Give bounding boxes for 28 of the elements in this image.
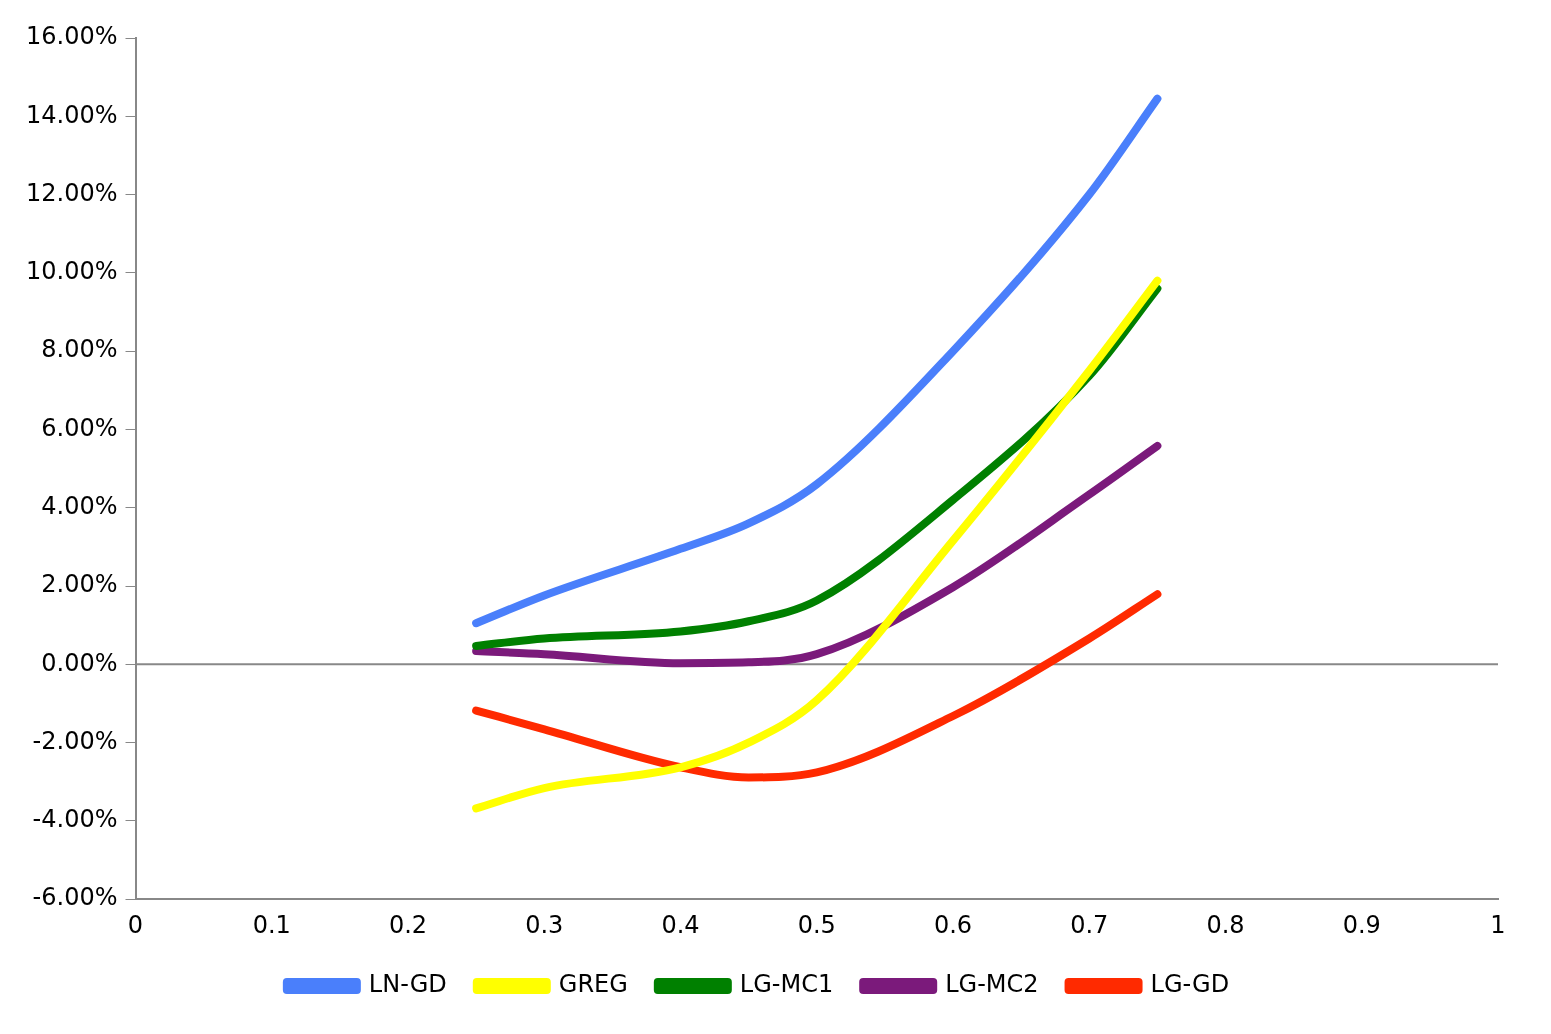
y-tick-label: 4.00%	[41, 491, 118, 520]
legend-label: LG-MC1	[739, 970, 834, 999]
x-tick-label: 1	[1490, 910, 1506, 939]
legend-label: LN-GD	[368, 970, 447, 999]
x-tick-label: 0.9	[1342, 910, 1381, 939]
y-tick-label: 6.00%	[41, 413, 118, 442]
x-tick-label: 0	[127, 910, 144, 939]
legend-label: LG-GD	[1150, 970, 1230, 999]
y-tick-label: 0.00%	[41, 648, 118, 677]
y-tick-label: 2.00%	[41, 570, 118, 599]
y-tick-label: 16.00%	[26, 22, 118, 51]
x-tick-label: 0.2	[388, 910, 428, 939]
x-tick-label: 0.5	[797, 910, 836, 939]
y-tick-label: -6.00%	[32, 883, 118, 912]
x-tick-label: 0.4	[661, 910, 700, 939]
y-tick-label: -2.00%	[32, 726, 118, 755]
legend-label: GREG	[558, 970, 628, 999]
y-tick-label: -4.00%	[32, 805, 118, 834]
x-tick-label: 0.7	[1070, 910, 1109, 939]
x-tick-label: 0.8	[1206, 910, 1245, 939]
x-tick-label: 0.1	[252, 910, 291, 939]
x-tick-label: 0.6	[933, 910, 973, 939]
y-tick-label: 8.00%	[41, 335, 118, 364]
legend-label: LG-MC2	[945, 970, 1039, 999]
x-tick-label: 0.3	[525, 910, 564, 939]
y-tick-label: 12.00%	[26, 178, 118, 207]
y-tick-label: 14.00%	[26, 100, 118, 129]
y-tick-label: 10.00%	[26, 257, 118, 286]
